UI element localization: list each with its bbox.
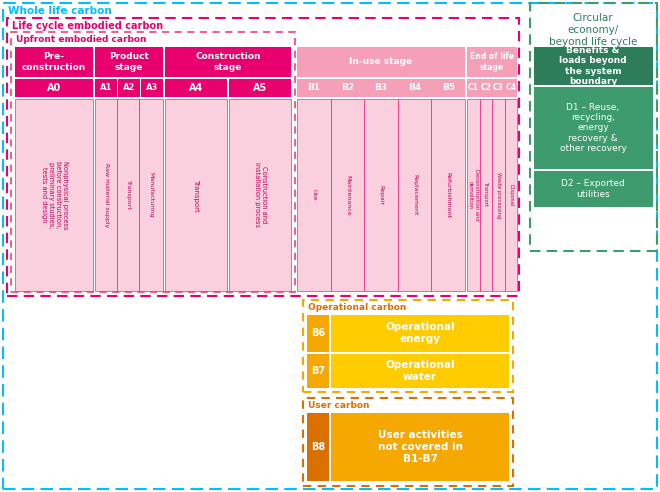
Text: Construction
stage: Construction stage — [195, 52, 261, 72]
Text: Operational carbon: Operational carbon — [308, 303, 407, 312]
Text: C3: C3 — [493, 84, 504, 92]
Bar — [307, 315, 329, 352]
Text: B4: B4 — [408, 84, 421, 92]
Bar — [331, 79, 364, 97]
Text: Operational
water: Operational water — [385, 360, 455, 382]
Text: Manufacturing: Manufacturing — [148, 172, 154, 218]
Text: B1: B1 — [308, 84, 320, 92]
Bar — [467, 99, 480, 291]
Text: B6: B6 — [311, 328, 325, 338]
Bar — [534, 47, 653, 85]
Text: C1: C1 — [468, 84, 478, 92]
Bar — [331, 354, 509, 388]
Text: Transport: Transport — [483, 183, 488, 208]
Bar — [398, 79, 432, 97]
Bar — [11, 32, 295, 292]
Text: C4: C4 — [506, 84, 516, 92]
Bar — [432, 79, 465, 97]
Text: Transport: Transport — [125, 180, 131, 210]
Bar — [398, 99, 432, 291]
Text: Use: Use — [312, 189, 316, 201]
Text: B8: B8 — [311, 442, 325, 452]
Bar — [303, 398, 513, 486]
Text: Replacement: Replacement — [412, 174, 417, 215]
Bar — [331, 99, 364, 291]
Text: B5: B5 — [442, 84, 455, 92]
Bar — [95, 99, 117, 291]
Text: Repair: Repair — [378, 185, 383, 205]
Bar — [297, 47, 465, 77]
Bar — [492, 79, 504, 97]
Bar — [229, 79, 291, 97]
Text: A0: A0 — [47, 83, 61, 93]
Bar — [467, 79, 480, 97]
Text: Life cycle embodied carbon: Life cycle embodied carbon — [12, 21, 163, 31]
Bar — [15, 47, 93, 77]
Text: Deconstruction and
demolition: Deconstruction and demolition — [468, 169, 478, 221]
Text: Benefits &
loads beyond
the system
boundary: Benefits & loads beyond the system bound… — [559, 46, 627, 86]
Text: A5: A5 — [253, 83, 267, 93]
Text: Operational
energy: Operational energy — [385, 322, 455, 344]
Text: D1 – Reuse,
recycling,
energy
recovery &
other recovery: D1 – Reuse, recycling, energy recovery &… — [560, 103, 626, 154]
Bar — [307, 413, 329, 481]
Text: Disposal: Disposal — [508, 184, 513, 206]
Text: User carbon: User carbon — [308, 401, 370, 410]
Bar — [504, 99, 517, 291]
Bar — [480, 79, 492, 97]
Bar — [139, 99, 163, 291]
Bar — [534, 87, 653, 169]
Bar — [165, 79, 227, 97]
Text: B2: B2 — [341, 84, 354, 92]
Text: Nonphysical process
before construction,
preliminary studies,
tests and design: Nonphysical process before construction,… — [40, 161, 67, 229]
Text: Product
stage: Product stage — [109, 52, 149, 72]
Text: End of life
stage: End of life stage — [470, 52, 514, 72]
Bar — [7, 18, 519, 296]
Bar — [364, 99, 398, 291]
Text: C2: C2 — [480, 84, 491, 92]
Text: Construction and
installation process: Construction and installation process — [253, 162, 267, 227]
Bar — [331, 413, 509, 481]
Text: Upfront embodied carbon: Upfront embodied carbon — [16, 35, 147, 44]
Bar — [95, 79, 117, 97]
Bar — [467, 47, 517, 77]
Text: B3: B3 — [374, 84, 387, 92]
Text: B7: B7 — [311, 366, 325, 376]
Bar — [165, 47, 291, 77]
Bar — [530, 3, 657, 251]
Text: Refurbishment: Refurbishment — [446, 172, 451, 218]
Text: A1: A1 — [100, 84, 112, 92]
Bar — [297, 99, 331, 291]
Text: Whole life carbon: Whole life carbon — [8, 6, 112, 16]
Bar — [15, 99, 93, 291]
Bar — [117, 99, 139, 291]
Text: D2 – Exported
utilities: D2 – Exported utilities — [561, 179, 625, 199]
Text: Circular
economy/
beyond life cycle: Circular economy/ beyond life cycle — [549, 13, 637, 47]
Bar — [297, 79, 331, 97]
Bar — [118, 79, 140, 97]
Text: In-use stage: In-use stage — [349, 58, 412, 66]
Text: A3: A3 — [146, 84, 158, 92]
Bar — [303, 300, 513, 392]
Text: Pre-
construction: Pre- construction — [22, 52, 86, 72]
Text: Maintenance: Maintenance — [345, 175, 350, 215]
Text: User activities
not covered in
B1-B7: User activities not covered in B1-B7 — [378, 430, 463, 463]
Bar — [364, 79, 398, 97]
Text: Transport: Transport — [193, 179, 199, 212]
Bar — [331, 315, 509, 352]
Bar — [15, 79, 93, 97]
Bar — [229, 99, 291, 291]
Text: Raw material supply: Raw material supply — [104, 163, 108, 227]
Text: A4: A4 — [189, 83, 203, 93]
Bar — [492, 99, 504, 291]
Bar — [141, 79, 163, 97]
Text: Waste processing: Waste processing — [496, 172, 501, 218]
Bar — [307, 354, 329, 388]
Bar — [480, 99, 492, 291]
Bar — [95, 47, 163, 77]
Text: A2: A2 — [123, 84, 135, 92]
Bar — [534, 171, 653, 207]
Bar — [165, 99, 227, 291]
Bar — [504, 79, 517, 97]
Bar — [432, 99, 465, 291]
